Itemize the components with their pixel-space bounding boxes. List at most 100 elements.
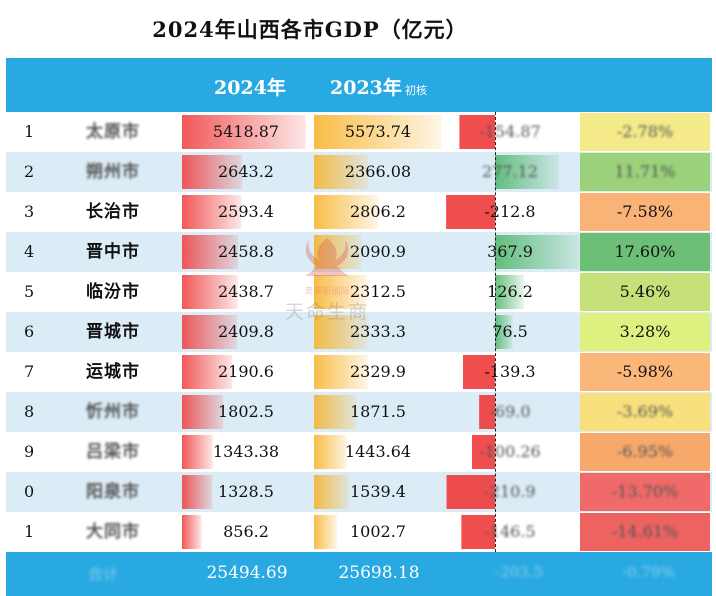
footer-total-2023: 25698.18 <box>338 563 420 583</box>
rank-label: 3 <box>24 202 35 221</box>
rank-label: 4 <box>24 242 35 261</box>
value-2024: 1802.5 <box>218 402 274 421</box>
city-label: 长治市 <box>86 202 140 222</box>
pct-value: 3.28% <box>619 322 671 341</box>
change-value: -146.5 <box>484 522 536 541</box>
city-label: 运城市 <box>86 362 140 382</box>
value-2024: 5418.87 <box>212 122 280 141</box>
change-value: 367.9 <box>487 242 533 261</box>
pct-cell-background <box>580 273 710 311</box>
rank-label: 8 <box>24 402 35 421</box>
bar-2023 <box>314 515 337 549</box>
bar-2024 <box>182 395 224 429</box>
city-label: 大同市 <box>86 522 140 542</box>
header-bar <box>6 58 712 112</box>
change-value: 126.2 <box>487 282 533 301</box>
bar-2023 <box>314 475 350 509</box>
value-2023: 2806.2 <box>350 202 406 221</box>
bar-2024 <box>182 315 238 349</box>
bar-2024 <box>182 515 202 549</box>
city-label: 吕梁市 <box>86 442 140 462</box>
change-value: -210.9 <box>484 482 536 501</box>
pct-value: -3.69% <box>616 402 674 421</box>
pct-value: -2.78% <box>616 122 674 141</box>
value-2024: 2458.8 <box>218 242 274 261</box>
value-2023: 1002.7 <box>350 522 406 541</box>
change-value: -100.26 <box>479 442 541 461</box>
phoenix-logo-icon <box>305 238 349 276</box>
rank-label: 6 <box>24 322 35 341</box>
footer-change: -203.5 <box>495 563 544 581</box>
rank-label: 5 <box>24 282 35 301</box>
bar-change-negative <box>446 195 495 229</box>
city-label: 晋城市 <box>86 322 140 342</box>
bar-2023 <box>314 275 367 309</box>
bar-change-negative <box>459 115 495 149</box>
city-label: 太原市 <box>86 122 140 142</box>
change-value: -139.3 <box>484 362 536 381</box>
city-label: 临汾市 <box>86 282 140 302</box>
bar-change-negative <box>446 475 495 509</box>
pct-cell-background <box>580 393 710 431</box>
value-2023: 5573.74 <box>344 122 412 141</box>
value-2024: 2438.7 <box>218 282 274 301</box>
change-value: -212.8 <box>484 202 536 221</box>
value-2023: 1871.5 <box>350 402 406 421</box>
bar-change-positive <box>495 235 580 269</box>
bar-change-positive <box>495 315 513 349</box>
value-2023: 2366.08 <box>344 162 412 181</box>
city-label: 晋中市 <box>86 242 140 262</box>
pct-value: 11.71% <box>614 162 676 181</box>
city-label: 朔州市 <box>86 162 140 182</box>
bar-2023 <box>314 315 368 349</box>
pct-cell-background <box>580 193 710 231</box>
pct-cell-background <box>580 473 710 511</box>
value-2024: 2643.2 <box>218 162 274 181</box>
value-2023: 2090.9 <box>350 242 406 261</box>
bar-2024 <box>182 155 243 189</box>
pct-value: -13.70% <box>611 482 679 501</box>
pct-value: -7.58% <box>616 202 674 221</box>
pct-cell-background <box>580 233 710 271</box>
footer-pct: -0.79% <box>622 563 675 581</box>
bar-change-negative <box>461 515 495 549</box>
value-2023: 2312.5 <box>350 282 406 301</box>
bar-2024 <box>182 115 306 149</box>
change-value: -154.87 <box>479 122 541 141</box>
pct-value: -14.61% <box>611 522 679 541</box>
value-2024: 1328.5 <box>218 482 274 501</box>
bar-2023 <box>314 355 368 389</box>
change-value: 76.5 <box>492 322 528 341</box>
rank-label: 2 <box>24 162 35 181</box>
rank-label: 9 <box>24 442 35 461</box>
bar-2024 <box>182 435 213 469</box>
change-zero-axis <box>495 112 496 552</box>
value-2023: 1539.4 <box>350 482 406 501</box>
value-2024: 856.2 <box>223 522 269 541</box>
value-2024: 2190.6 <box>218 362 274 381</box>
pct-cell-background <box>580 313 710 351</box>
bar-2024 <box>182 475 213 509</box>
pct-value: 17.60% <box>614 242 676 261</box>
bar-2023 <box>314 395 357 429</box>
bar-2024 <box>182 355 233 389</box>
bar-change-positive <box>495 155 559 189</box>
watermark: 奥莱斯国际 天命生商 <box>262 234 392 324</box>
bar-2023 <box>314 235 362 269</box>
bar-change-positive <box>495 275 524 309</box>
value-2024: 1343.38 <box>212 442 280 461</box>
bar-2023 <box>314 435 347 469</box>
pct-cell-background <box>580 433 710 471</box>
footer-total-2024: 25494.69 <box>206 563 288 583</box>
footer-total-bar <box>6 552 712 596</box>
rank-label: 1 <box>24 522 35 541</box>
city-label: 忻州市 <box>86 402 140 422</box>
column-header-2023: 2023年 <box>330 77 402 99</box>
footer-label: 合计 <box>88 565 119 583</box>
rank-label: 7 <box>24 362 35 381</box>
city-label: 阳泉市 <box>86 482 140 502</box>
pct-cell-background <box>580 113 710 151</box>
value-2024: 2593.4 <box>218 202 274 221</box>
rank-label: 0 <box>24 482 35 501</box>
